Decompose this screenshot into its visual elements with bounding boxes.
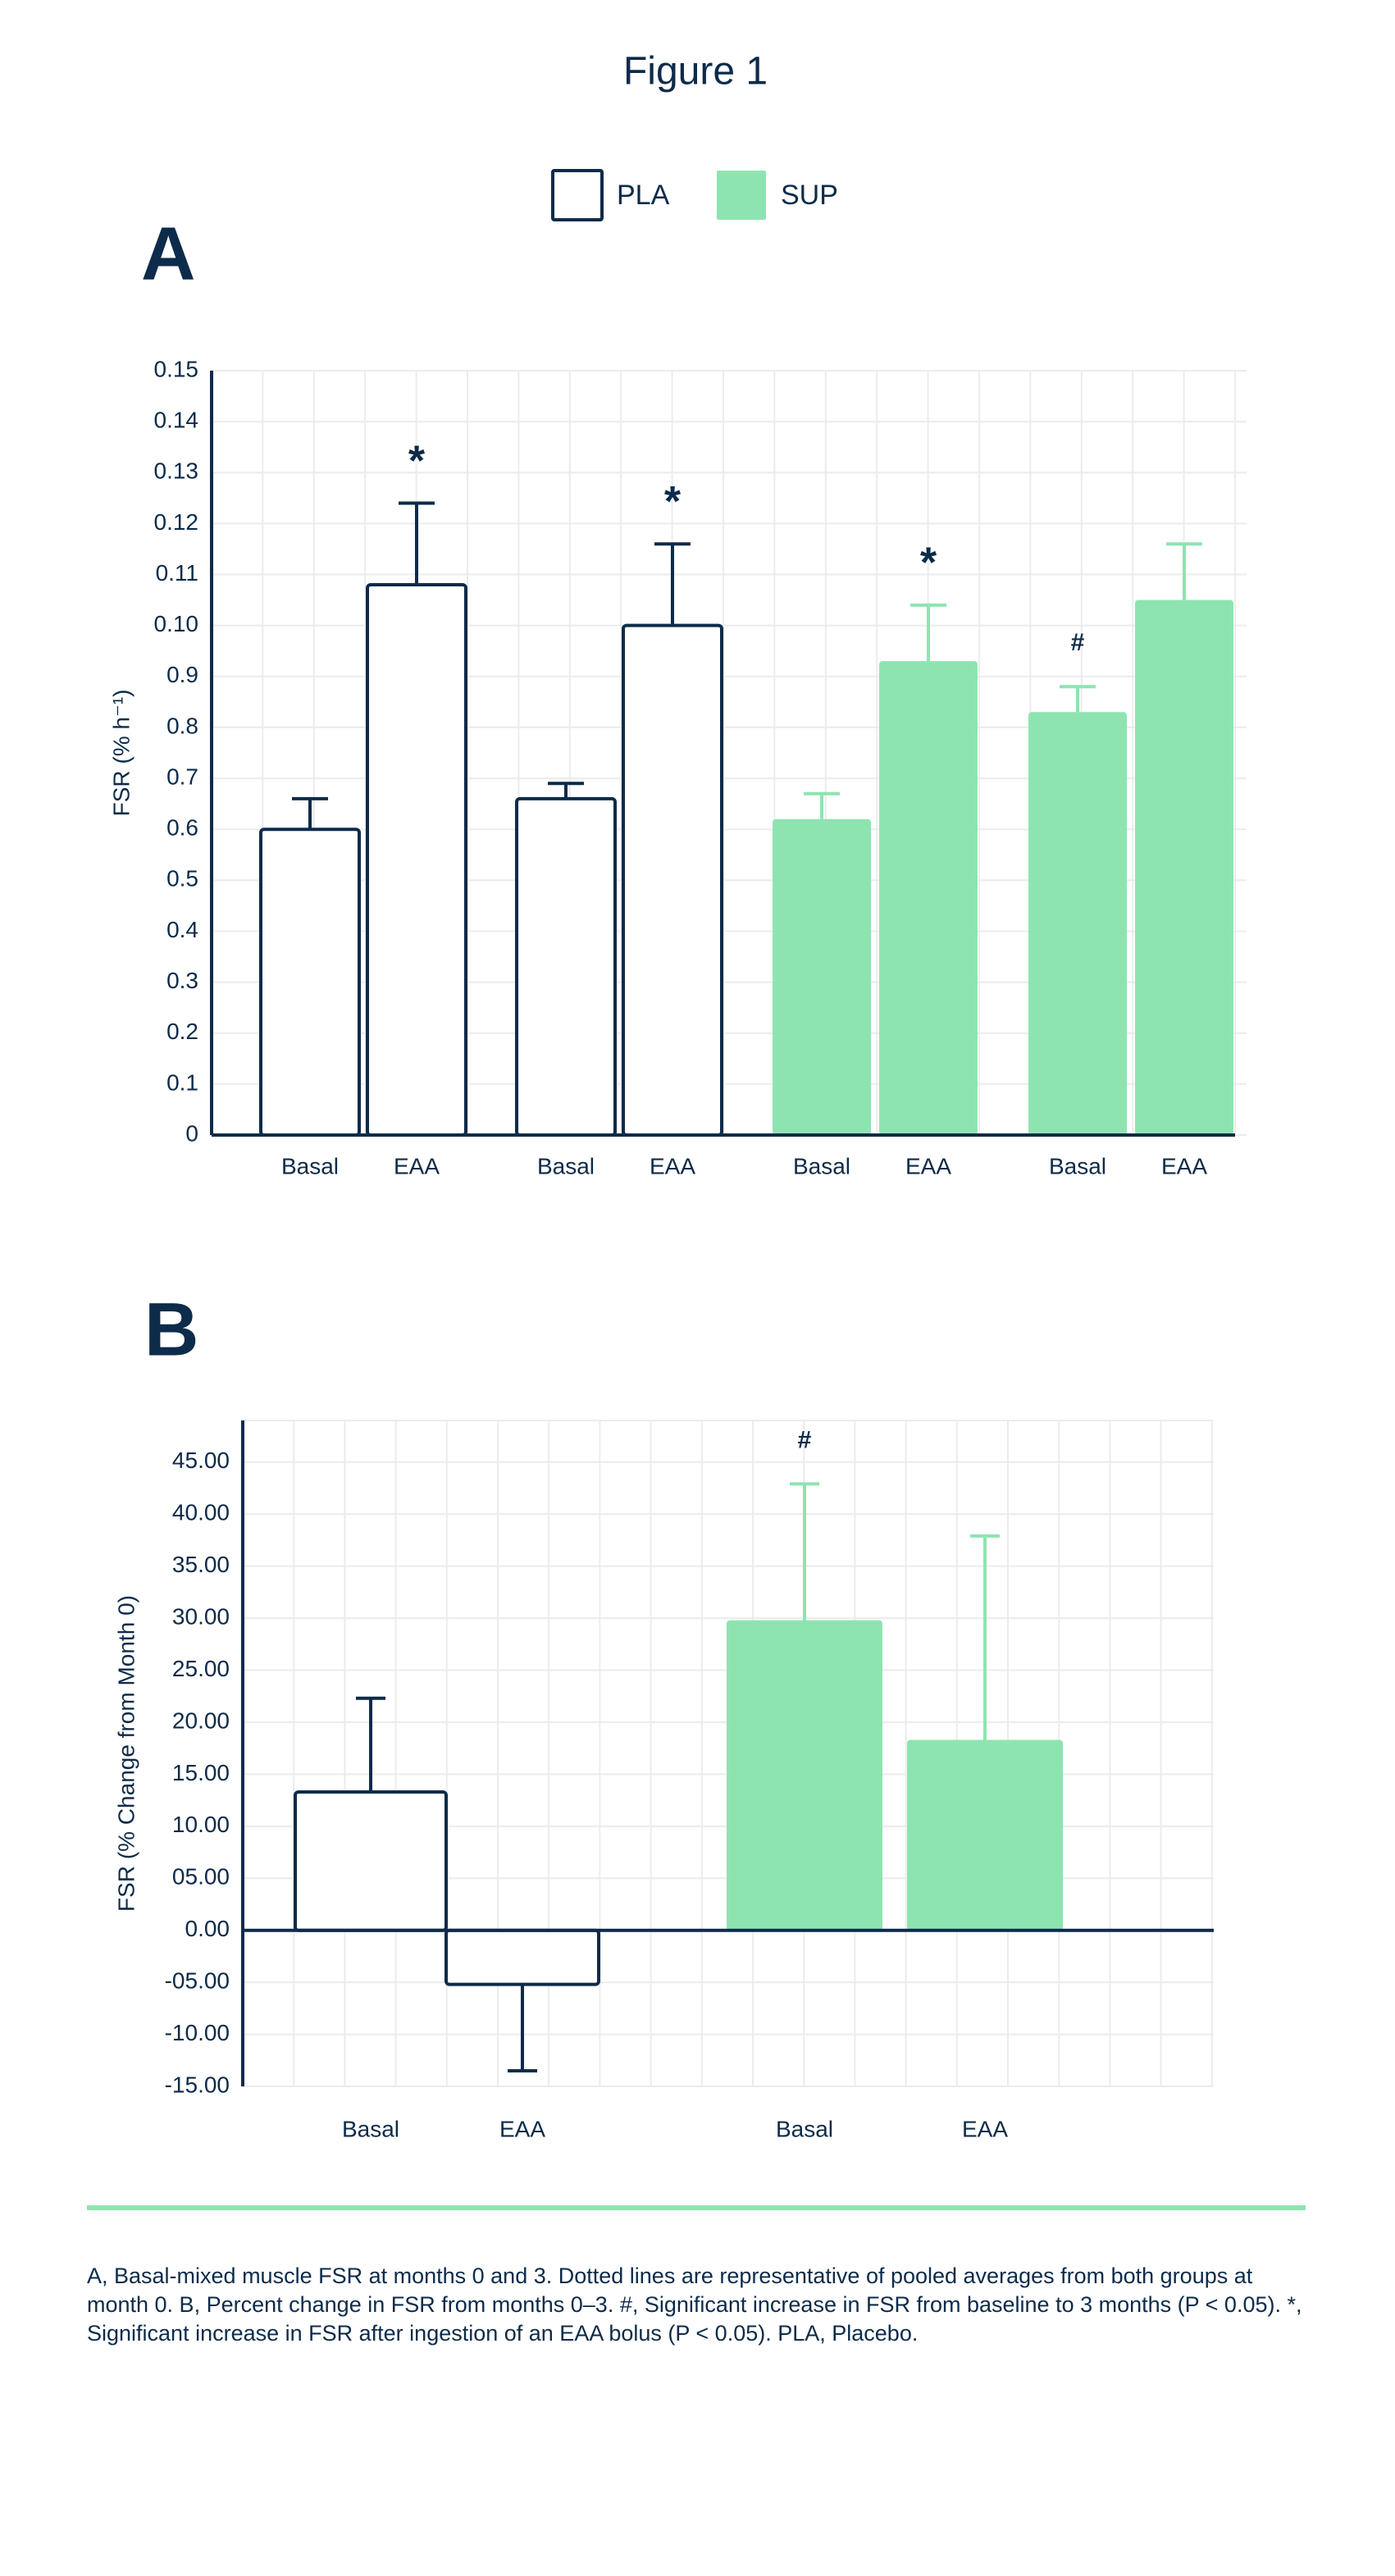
y-tick-label: 0.10 [154, 611, 199, 636]
bar [259, 828, 361, 1137]
y-tick-label: 0.6 [166, 815, 198, 841]
figure-title: Figure 1 [623, 50, 768, 93]
x-tick-label: Basal [342, 2116, 399, 2141]
x-tick-label: Basal [1049, 1153, 1106, 1179]
x-tick-label: EAA [394, 1153, 440, 1179]
x-tick-label: EAA [962, 2116, 1008, 2141]
x-tick-label: Basal [793, 1153, 850, 1179]
y-tick-label: -10.00 [165, 2020, 230, 2045]
y-tick-label: 0.00 [185, 1916, 230, 1941]
x-tick-label: EAA [499, 2116, 545, 2141]
y-tick-label: 0.2 [166, 1019, 198, 1044]
y-tick-label: 0.7 [166, 764, 198, 789]
error-bar [292, 796, 328, 830]
legend-swatch [551, 169, 604, 221]
y-tick-label: 0.12 [154, 509, 199, 535]
error-bar [1166, 542, 1202, 600]
y-tick-label: 0.3 [166, 968, 198, 993]
bar [622, 623, 723, 1137]
y-tick-label: 0.4 [166, 917, 198, 942]
error-bar [970, 1534, 1000, 1740]
y-tick-label: 0.5 [166, 866, 198, 891]
y-tick-label: -15.00 [165, 2072, 230, 2097]
legend-label: SUP [781, 180, 838, 211]
y-tick-label: 05.00 [172, 1864, 230, 1890]
x-tick-label: EAA [650, 1153, 695, 1179]
y-tick-label: -05.00 [165, 1968, 230, 1994]
y-tick-label: 0.13 [154, 458, 199, 484]
bar [515, 796, 617, 1137]
bar [879, 661, 978, 1135]
error-bar [399, 501, 435, 585]
error-bar [548, 782, 584, 799]
significance-marker: * [408, 437, 426, 485]
bar [773, 818, 871, 1135]
x-tick-label: EAA [1161, 1153, 1207, 1179]
bar [1028, 712, 1127, 1135]
error-bar [804, 791, 840, 819]
bar [366, 582, 467, 1137]
significance-marker: * [664, 478, 682, 526]
caption: A, Basal-mixed muscle FSR at months 0 an… [87, 2264, 1302, 2346]
panel-label: A [141, 212, 195, 295]
significance-marker: # [798, 1426, 812, 1453]
bar [444, 1928, 600, 1986]
error-bar [508, 1984, 537, 2072]
x-tick-label: Basal [537, 1153, 595, 1179]
y-tick-label: 35.00 [172, 1552, 230, 1577]
y-tick-label: 25.00 [172, 1656, 230, 1681]
bar [727, 1620, 882, 1931]
x-tick-label: EAA [905, 1153, 951, 1179]
error-bar [356, 1696, 385, 1792]
error-bar [1060, 685, 1096, 713]
y-tick-label: 0.1 [166, 1069, 198, 1095]
y-tick-label: 30.00 [172, 1603, 230, 1629]
significance-marker: * [920, 540, 937, 587]
y-axis-title: FSR (% h⁻¹) [108, 690, 134, 817]
y-tick-label: 40.00 [172, 1500, 230, 1525]
y-tick-label: 45.00 [172, 1448, 230, 1473]
y-tick-label: 20.00 [172, 1707, 230, 1733]
y-tick-label: 0.15 [154, 356, 199, 381]
error-bar [910, 603, 946, 662]
y-tick-label: 15.00 [172, 1760, 230, 1785]
legend-swatch [717, 171, 766, 220]
y-tick-label: 0.14 [154, 408, 199, 433]
error-bar [790, 1482, 819, 1621]
legend-label: PLA [617, 180, 670, 211]
y-tick-label: 0.9 [166, 662, 198, 687]
y-tick-label: 0 [185, 1120, 198, 1146]
panel-label: B [144, 1288, 198, 1371]
error-bar [654, 542, 691, 626]
bar [1135, 600, 1233, 1135]
significance-marker: # [1071, 629, 1085, 656]
y-tick-label: 0.11 [156, 560, 198, 586]
x-tick-label: Basal [281, 1153, 339, 1179]
bar [907, 1739, 1063, 1931]
y-tick-label: 0.8 [166, 713, 198, 738]
y-tick-label: 10.00 [172, 1812, 230, 1837]
x-tick-label: Basal [776, 2116, 833, 2141]
y-axis-title: FSR (% Change from Month 0) [113, 1595, 139, 1912]
bar [294, 1790, 448, 1932]
